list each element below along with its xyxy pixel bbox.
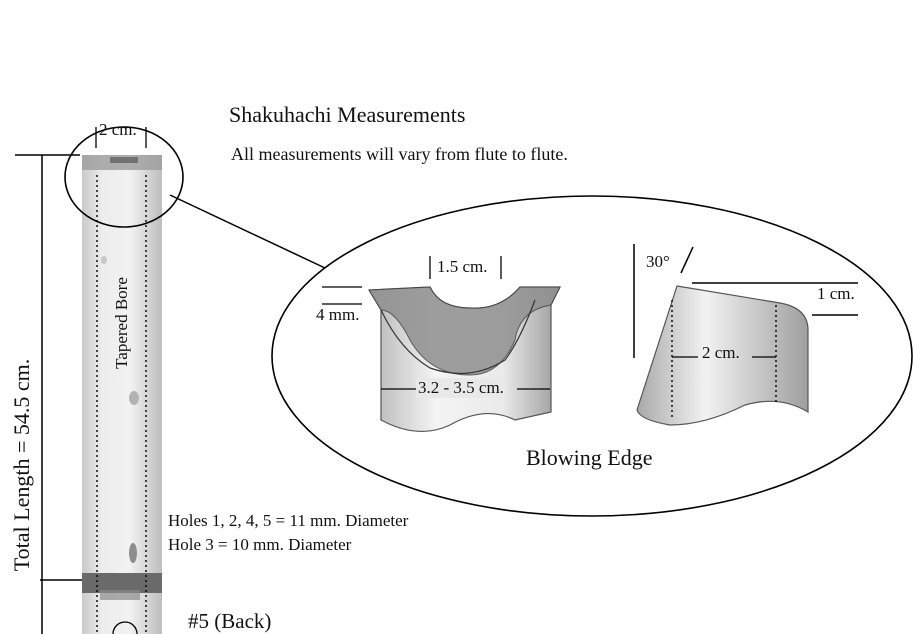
- magnifier-circle: [64, 126, 184, 228]
- tapered-bore-label: Tapered Bore: [112, 277, 131, 369]
- page-title: Shakuhachi Measurements: [229, 102, 466, 127]
- flute-body: [82, 155, 162, 634]
- side-view: [633, 244, 858, 426]
- wall-span-label: 2 cm.: [702, 343, 740, 362]
- angle-label: 30°: [646, 252, 670, 271]
- edge-height-label: 1 cm.: [817, 284, 855, 303]
- total-length-bracket: [15, 154, 85, 634]
- detail-oval: [271, 195, 913, 517]
- outer-diameter-label: 3.2 - 3.5 cm.: [416, 378, 506, 398]
- edge-depth-label: 4 mm.: [316, 305, 360, 324]
- total-length-label: Total Length = 54.5 cm.: [9, 358, 34, 572]
- front-view: [322, 256, 561, 433]
- page-subtitle: All measurements will vary from flute to…: [231, 144, 568, 164]
- top-width-label: 2 cm.: [99, 120, 137, 139]
- notch-width-label: 1.5 cm.: [437, 257, 488, 276]
- magnifier-connector: [169, 194, 326, 269]
- holes-diameter-label: Holes 1, 2, 4, 5 = 11 mm. Diameter: [168, 511, 409, 530]
- hole-3-diameter-label: Hole 3 = 10 mm. Diameter: [168, 535, 352, 554]
- blowing-edge-caption: Blowing Edge: [526, 445, 653, 470]
- back-hole-label: #5 (Back): [188, 609, 272, 633]
